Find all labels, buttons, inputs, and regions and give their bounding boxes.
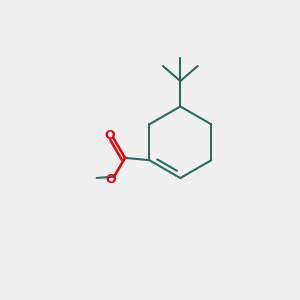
Text: O: O [104, 129, 115, 142]
Text: O: O [105, 173, 116, 186]
